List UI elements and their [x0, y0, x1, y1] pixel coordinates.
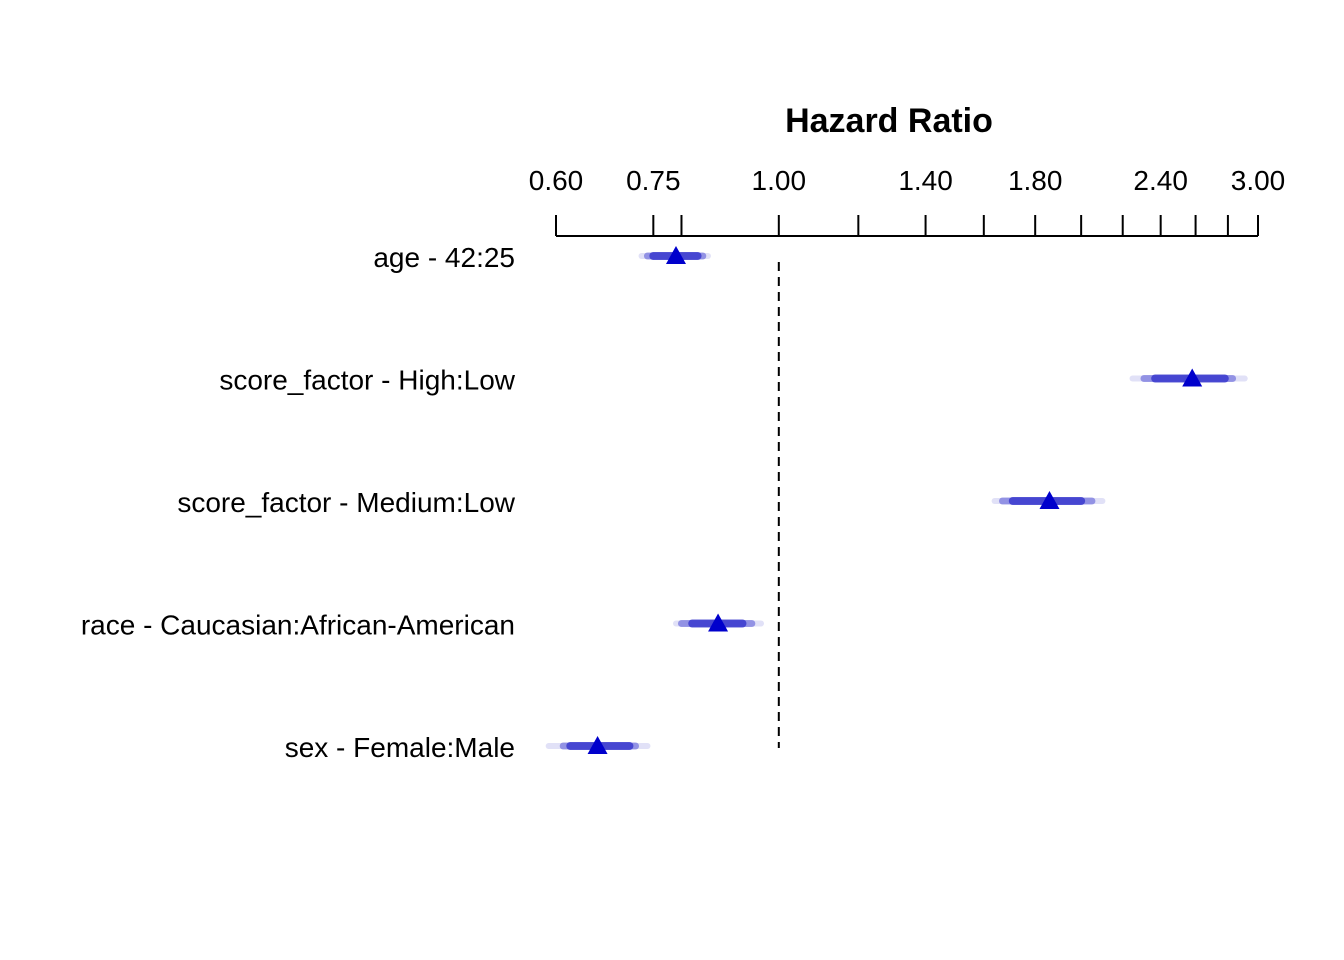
estimate-marker [708, 613, 729, 632]
row: score_factor - High:Low [219, 365, 1248, 396]
row: age - 42:25 [373, 242, 711, 273]
tick-label: 0.75 [626, 165, 681, 196]
tick-label: 1.00 [752, 165, 807, 196]
row: sex - Female:Male [285, 732, 651, 763]
x-axis: 0.60 0.75 1.00 1.40 1.80 2.40 3.00 [529, 165, 1286, 237]
row-label: age - 42:25 [373, 242, 515, 273]
row-label: score_factor - High:Low [219, 365, 515, 396]
tick-label: 2.40 [1133, 165, 1188, 196]
tick-label: 0.60 [529, 165, 584, 196]
row: score_factor - Medium:Low [177, 487, 1106, 518]
row: race - Caucasian:African-American [81, 610, 765, 641]
row-label: sex - Female:Male [285, 732, 515, 763]
tick-label: 3.00 [1231, 165, 1286, 196]
estimate-marker [665, 246, 686, 264]
row-label: score_factor - Medium:Low [177, 487, 515, 518]
axis-title: Hazard Ratio [785, 102, 993, 140]
estimate-marker [1039, 491, 1060, 509]
estimate-marker [1182, 368, 1203, 387]
estimate-marker [587, 736, 608, 754]
tick-label: 1.40 [898, 165, 953, 196]
tick-label: 1.80 [1008, 165, 1063, 196]
rows: age - 42:25 score_factor - High:Low score_… [81, 242, 1248, 763]
row-label: race - Caucasian:African-American [81, 610, 515, 641]
